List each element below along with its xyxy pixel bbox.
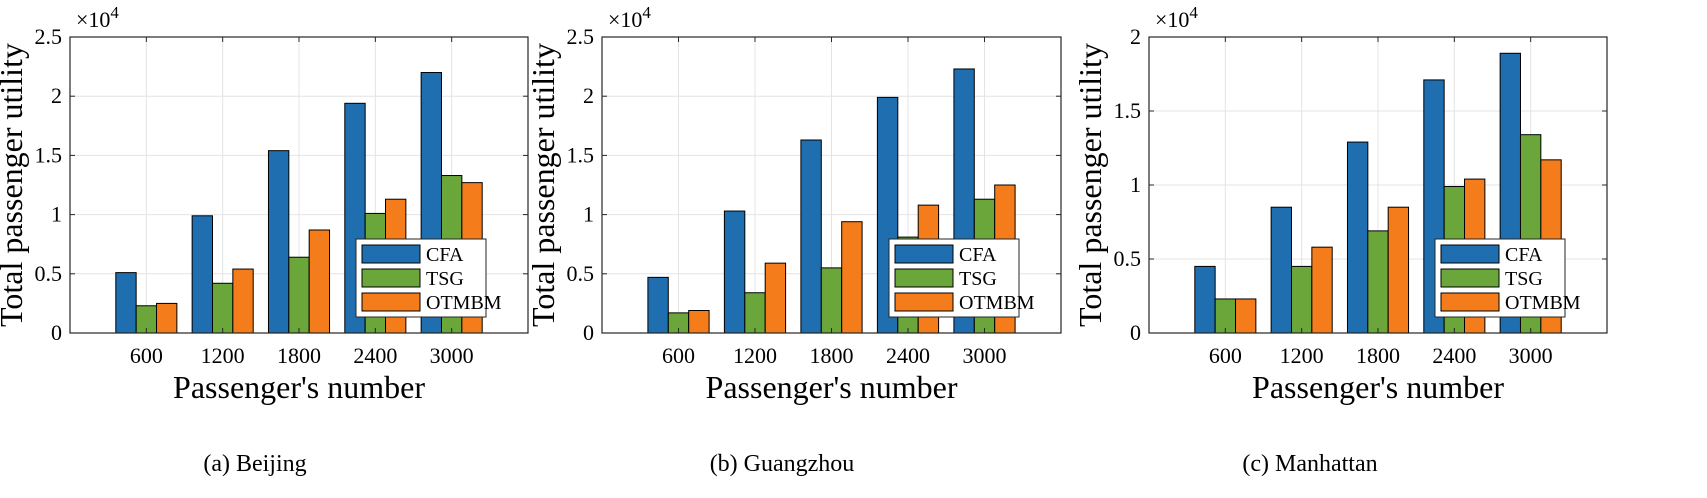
subfigure-caption: (a) Beijing — [203, 451, 306, 477]
bar-cfa-1200 — [1270, 206, 1292, 334]
bar-otmbm-1200 — [1311, 246, 1333, 334]
bar-otmbm-600 — [1235, 298, 1257, 334]
legend-swatch-tsg — [894, 268, 954, 288]
legend-swatch-cfa — [361, 244, 421, 264]
bar-cfa-600 — [1194, 265, 1216, 334]
y-tick-label: 1.5 — [567, 142, 595, 167]
x-tick-label: 3000 — [963, 343, 1007, 368]
subfigure-caption: (b) Guangzhou — [710, 451, 855, 477]
y-tick-label: 2.5 — [567, 24, 595, 49]
legend-swatch-cfa — [1440, 244, 1500, 264]
x-tick-label: 1800 — [810, 343, 854, 368]
y-tick-label: 1 — [1130, 172, 1141, 197]
legend-label-tsg: TSG — [1505, 268, 1543, 290]
legend-label-otmbm: OTMBM — [1505, 292, 1581, 314]
bar-otmbm-600 — [688, 310, 710, 334]
y-tick-label: 0 — [583, 320, 594, 345]
bar-cfa-600 — [647, 276, 669, 334]
legend-swatch-cfa — [894, 244, 954, 264]
y-multiplier: ×104 — [76, 3, 119, 32]
legend-swatch-otmbm — [894, 292, 954, 312]
bar-cfa-1800 — [800, 139, 822, 334]
legend-label-cfa: CFA — [426, 244, 464, 266]
legend-swatch-tsg — [361, 268, 421, 288]
bar-tsg-1200 — [744, 292, 766, 334]
x-axis-label: Passenger's number — [173, 369, 425, 405]
bar-tsg-1800 — [820, 267, 843, 334]
bar-tsg-1800 — [288, 256, 310, 334]
y-tick-label: 1 — [51, 202, 62, 227]
bar-otmbm-1800 — [841, 221, 863, 334]
y-tick-label: 1 — [583, 202, 594, 227]
bar-tsg-1200 — [211, 282, 234, 334]
y-tick-label: 1.5 — [1114, 98, 1142, 123]
x-tick-label: 600 — [130, 343, 163, 368]
legend-label-otmbm: OTMBM — [426, 292, 502, 314]
bar-cfa-600 — [115, 272, 137, 334]
x-tick-label: 3000 — [1509, 343, 1553, 368]
legend-label-tsg: TSG — [426, 268, 464, 290]
legend-label-cfa: CFA — [1505, 244, 1543, 266]
y-axis-label: Total passenger utility — [525, 43, 561, 327]
legend-label-otmbm: OTMBM — [959, 292, 1035, 314]
subfigure-caption: (c) Manhattan — [1242, 451, 1377, 477]
legend-swatch-tsg — [1440, 268, 1500, 288]
chart-panel-1: 0 0.5 1 1.5 2 2.5 600 1200 1800 2400 3000 ×104 Passe… — [0, 3, 529, 477]
legend-label-tsg: TSG — [959, 268, 997, 290]
bar-cfa-1800 — [267, 150, 290, 334]
y-tick-label: 0 — [51, 320, 62, 345]
y-tick-label: 0.5 — [35, 261, 63, 286]
chart-panel-2: 0 0.5 1 1.5 2 2.5 600 1200 1800 2400 3000 ×104 Passe… — [525, 3, 1062, 477]
bar-otmbm-1200 — [232, 268, 254, 334]
x-tick-label: 1200 — [201, 343, 245, 368]
y-tick-label: 2 — [583, 83, 594, 108]
x-axis-label: Passenger's number — [706, 369, 958, 405]
legend-label-cfa: CFA — [959, 244, 997, 266]
y-axis-label: Total passenger utility — [1072, 43, 1108, 327]
y-multiplier: ×104 — [1155, 3, 1198, 32]
bar-otmbm-1200 — [764, 262, 787, 334]
bar-cfa-1200 — [191, 215, 213, 334]
y-tick-label: 1.5 — [35, 142, 63, 167]
y-tick-label: 2 — [51, 83, 62, 108]
x-tick-label: 600 — [1209, 343, 1242, 368]
x-tick-label: 1800 — [277, 343, 321, 368]
x-tick-label: 2400 — [353, 343, 397, 368]
x-tick-label: 2400 — [1432, 343, 1476, 368]
bar-tsg-1200 — [1290, 265, 1313, 334]
bar-otmbm-1800 — [308, 229, 331, 334]
bar-cfa-1800 — [1346, 141, 1369, 334]
y-tick-label: 0 — [1130, 320, 1141, 345]
y-tick-label: 0.5 — [567, 261, 595, 286]
bar-otmbm-600 — [156, 302, 178, 334]
bar-cfa-1200 — [723, 210, 746, 334]
x-tick-label: 2400 — [886, 343, 930, 368]
y-tick-label: 0.5 — [1114, 246, 1142, 271]
chart-panel-3: 0 0.5 1 1.5 2 600 1200 1800 2400 3000 ×104 Passenge… — [1072, 3, 1608, 477]
x-tick-label: 1200 — [1280, 343, 1324, 368]
bar-tsg-600 — [1214, 298, 1237, 334]
y-axis-label: Total passenger utility — [0, 43, 29, 327]
x-tick-label: 3000 — [430, 343, 474, 368]
x-tick-label: 1800 — [1356, 343, 1400, 368]
bar-otmbm-1800 — [1387, 206, 1410, 334]
x-axis-label: Passenger's number — [1252, 369, 1504, 405]
legend-swatch-otmbm — [1440, 292, 1500, 312]
x-tick-label: 1200 — [733, 343, 777, 368]
y-tick-label: 2 — [1130, 24, 1141, 49]
y-multiplier: ×104 — [608, 3, 651, 32]
y-tick-label: 2.5 — [35, 24, 63, 49]
bar-tsg-1800 — [1367, 230, 1389, 334]
x-tick-label: 600 — [662, 343, 695, 368]
legend-swatch-otmbm — [361, 292, 421, 312]
